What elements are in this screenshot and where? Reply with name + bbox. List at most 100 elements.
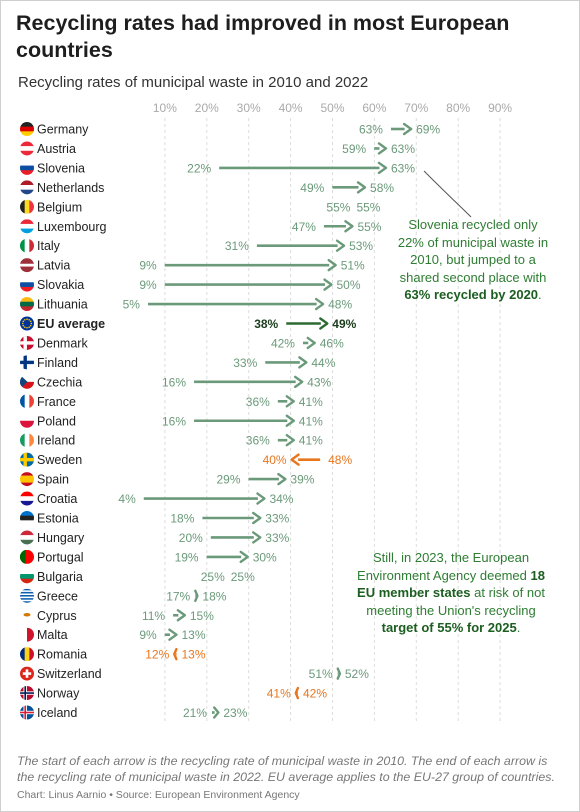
flag-icon-ro xyxy=(20,647,34,662)
value-label-2010: 47% xyxy=(292,220,316,234)
country-label: Iceland xyxy=(37,706,77,720)
value-label-2010: 16% xyxy=(162,414,186,428)
arrow-head xyxy=(239,550,249,564)
value-label-2010: 16% xyxy=(162,375,186,389)
country-label: Poland xyxy=(37,414,76,428)
flag-icon-hr xyxy=(20,491,34,506)
arrow-head xyxy=(344,220,354,233)
arrow-head xyxy=(314,297,325,311)
value-label-2022: 23% xyxy=(223,706,247,720)
arrow-head xyxy=(252,511,262,525)
flag-icon-nl xyxy=(20,180,34,195)
value-label-2022: 49% xyxy=(332,317,356,331)
arrow-head xyxy=(402,122,413,136)
value-label-2022: 55% xyxy=(356,200,380,214)
country-label: Norway xyxy=(37,687,80,701)
country-label: Luxembourg xyxy=(37,220,107,234)
value-label-2010: 4% xyxy=(118,492,136,506)
value-label-2010: 36% xyxy=(246,395,270,409)
value-label-2010: 9% xyxy=(139,278,157,292)
country-label: EU average xyxy=(37,317,105,331)
flag-icon-lt xyxy=(20,297,34,312)
value-label-2010: 42% xyxy=(271,336,295,350)
country-label: Slovakia xyxy=(37,278,84,292)
country-label: Romania xyxy=(37,648,87,662)
country-label: Estonia xyxy=(37,512,79,526)
value-label-2022: 15% xyxy=(190,609,214,623)
country-label: Malta xyxy=(37,628,68,642)
value-label-2022: 30% xyxy=(253,550,277,564)
country-label: Ireland xyxy=(37,434,75,448)
flag-icon-no xyxy=(20,686,34,701)
country-label: Lithuania xyxy=(37,298,88,312)
arrow-head xyxy=(176,609,187,622)
flag-icon-cy xyxy=(20,608,34,623)
eea-annotation-a: Still, in 2023, the European Environment… xyxy=(357,550,530,583)
value-label-2010: 17% xyxy=(166,589,190,603)
chart-plot: 10% 20% 30% 40% 50% 60% 70% 80% 90%Germany 63% 69%… xyxy=(20,101,512,723)
country-label: Latvia xyxy=(37,259,70,273)
value-label-2010: 36% xyxy=(246,434,270,448)
country-label: Belgium xyxy=(37,200,82,214)
arrow-head xyxy=(323,278,333,291)
flag-icon-at xyxy=(20,141,34,156)
value-label-2022: 43% xyxy=(307,375,331,389)
value-label-2010: 18% xyxy=(170,512,194,526)
arrow-head xyxy=(306,336,316,350)
arrow-head xyxy=(194,589,199,602)
arrow-head xyxy=(285,395,295,408)
x-tick-label: 80% xyxy=(446,101,470,115)
eea-annotation: Still, in 2023, the European Environment… xyxy=(351,549,551,637)
flag-icon-si xyxy=(20,160,34,175)
value-label-2010: 42% xyxy=(303,687,327,701)
country-label: Bulgaria xyxy=(37,570,83,584)
flag-icon-gr xyxy=(20,588,34,603)
value-label-2022: 55% xyxy=(357,220,381,234)
value-label-2022: 33% xyxy=(265,531,289,545)
country-label: Czechia xyxy=(37,375,82,389)
value-label-2010: 22% xyxy=(187,161,211,175)
x-tick-label: 20% xyxy=(195,101,219,115)
value-label-2022: 52% xyxy=(345,667,369,681)
value-label-2010: 21% xyxy=(183,706,207,720)
eea-annotation-end: . xyxy=(516,620,521,635)
value-label-2010: 55% xyxy=(326,200,350,214)
value-label-2010: 48% xyxy=(328,453,352,467)
flag-icon-cz xyxy=(20,374,34,389)
x-tick-label: 40% xyxy=(279,101,303,115)
flag-icon-pt xyxy=(20,549,34,564)
chart-title: Recycling rates had improved in most Eur… xyxy=(16,11,510,62)
arrow-head xyxy=(285,414,295,427)
arrow-head xyxy=(294,686,300,700)
country-label: Denmark xyxy=(37,336,88,350)
value-label-2010: 20% xyxy=(179,531,203,545)
value-label-2022: 58% xyxy=(370,181,394,195)
country-label: Croatia xyxy=(37,492,77,506)
value-label-2022: 12% xyxy=(145,648,169,662)
x-tick-label: 90% xyxy=(488,101,512,115)
arrow-head xyxy=(298,356,308,369)
arrow-head xyxy=(293,375,304,389)
x-tick-label: 70% xyxy=(404,101,428,115)
arrow-head xyxy=(356,181,367,194)
value-label-2010: 29% xyxy=(216,473,240,487)
arrow-head xyxy=(327,258,337,272)
value-label-2010: 51% xyxy=(309,667,333,681)
value-label-2010: 25% xyxy=(201,570,225,584)
flag-icon-pl xyxy=(20,413,34,428)
value-label-2010: 49% xyxy=(300,181,324,195)
flag-icon-bg xyxy=(20,569,34,584)
eea-annotation-bold-target: target of 55% for 2025 xyxy=(381,620,517,635)
country-label: Austria xyxy=(37,142,76,156)
slovenia-annotation-connector xyxy=(423,170,472,218)
arrow-head xyxy=(212,706,220,719)
value-label-2010: 9% xyxy=(139,259,157,273)
flag-icon-lu xyxy=(20,219,34,234)
value-label-2010: 9% xyxy=(139,628,157,642)
x-tick-label: 50% xyxy=(320,101,344,115)
value-label-2010: 13% xyxy=(181,648,205,662)
value-label-2022: 63% xyxy=(391,142,415,156)
country-label: Italy xyxy=(37,239,61,253)
arrow-head xyxy=(290,453,300,466)
